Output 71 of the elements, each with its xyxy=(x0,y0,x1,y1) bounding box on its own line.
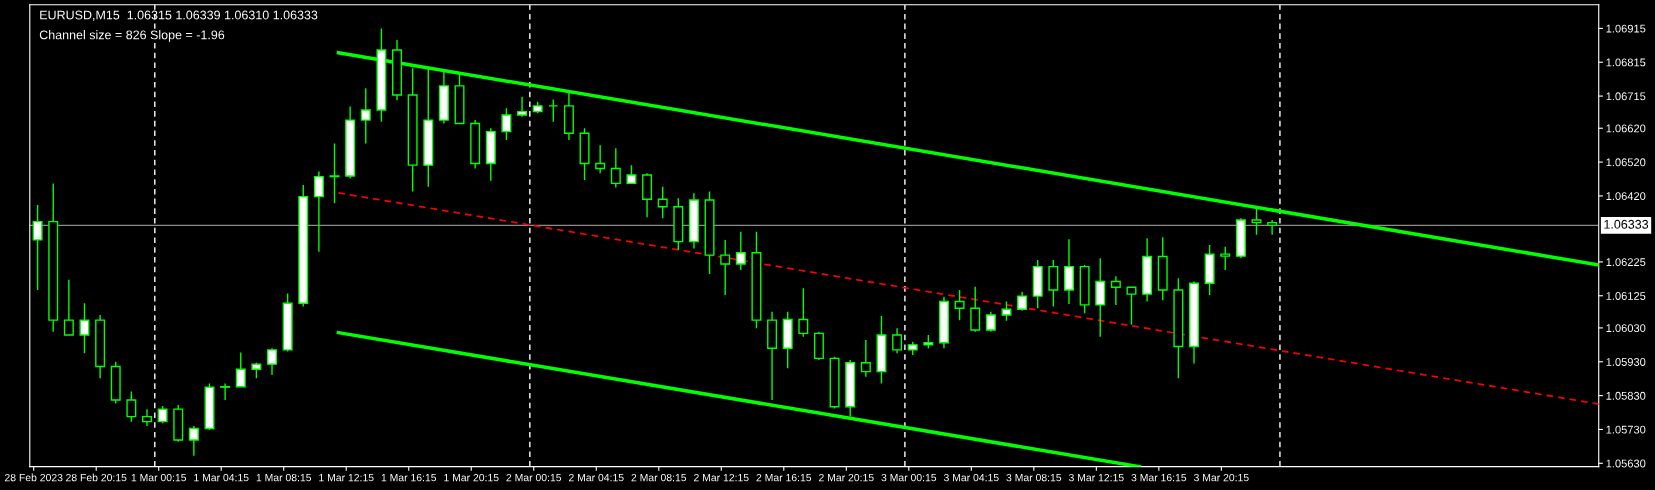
chart-title: EURUSD,M15 1.06315 1.06339 1.06310 1.06333 xyxy=(40,10,318,21)
y-tick-label: 1.06520 xyxy=(1606,158,1646,167)
x-tick-label: 1 Mar 04:15 xyxy=(194,473,249,482)
y-tick-label: 1.06620 xyxy=(1606,124,1646,133)
y-tick-label: 1.06420 xyxy=(1606,192,1646,201)
y-tick-label: 1.05730 xyxy=(1606,425,1646,434)
candlestick xyxy=(1267,219,1278,236)
x-tick-label: 28 Feb 20:15 xyxy=(66,473,127,482)
x-tick-label: 28 Feb 2023 xyxy=(4,473,63,482)
candlestick xyxy=(1063,238,1074,305)
candlestick xyxy=(63,279,74,336)
candlestick xyxy=(1126,285,1137,326)
candlestick xyxy=(188,425,199,457)
candlestick xyxy=(595,144,606,174)
candlestick xyxy=(735,231,746,271)
y-tick-label: 1.06125 xyxy=(1606,292,1646,300)
y-tick-label: 1.06030 xyxy=(1606,324,1646,333)
candlestick xyxy=(1017,291,1028,312)
x-tick-label: 1 Mar 20:15 xyxy=(444,473,499,482)
y-tick-label: 1.06225 xyxy=(1606,258,1646,267)
candlestick xyxy=(860,339,871,378)
x-tick-label: 2 Mar 04:15 xyxy=(569,473,624,482)
candlestick xyxy=(954,289,965,321)
candlestick xyxy=(32,204,43,291)
candlestick xyxy=(267,347,277,376)
candlestick xyxy=(892,327,903,354)
candlestick xyxy=(313,170,324,253)
x-tick-label: 2 Mar 12:15 xyxy=(694,473,749,482)
candlestick xyxy=(517,96,528,118)
x-tick-label: 2 Mar 20:15 xyxy=(819,473,874,482)
x-tick-label: 1 Mar 16:15 xyxy=(381,473,437,482)
candlestick xyxy=(235,351,246,388)
y-tick-label: 1.05830 xyxy=(1606,391,1646,400)
candlestick xyxy=(1220,245,1231,271)
x-tick-label: 1 Mar 12:15 xyxy=(319,473,374,482)
x-tick-label: 3 Mar 04:15 xyxy=(943,473,999,482)
y-tick-label: 1.06815 xyxy=(1606,58,1646,67)
x-tick-label: 2 Mar 00:15 xyxy=(506,473,562,482)
x-tick-label: 1 Mar 08:15 xyxy=(256,473,312,482)
candlestick xyxy=(610,147,621,189)
candlestick xyxy=(720,239,731,296)
candlestick xyxy=(1251,206,1262,236)
candlestick xyxy=(798,287,809,338)
x-tick-label: 3 Mar 16:15 xyxy=(1131,473,1187,482)
candlestick xyxy=(1095,257,1106,338)
candlestick xyxy=(220,382,231,401)
candlestick xyxy=(657,186,668,219)
ref-line-label: 1.06333 xyxy=(1604,219,1649,229)
y-tick-label: 1.05930 xyxy=(1606,358,1646,366)
y-tick-label: 1.06715 xyxy=(1606,92,1646,101)
candlestick xyxy=(970,285,981,333)
candlestick xyxy=(985,310,996,333)
candlestick xyxy=(501,107,512,141)
x-tick-label: 2 Mar 08:15 xyxy=(631,473,687,482)
candlestick xyxy=(1048,259,1059,308)
x-tick-label: 1 Mar 00:15 xyxy=(131,473,187,482)
candlestick xyxy=(141,408,152,427)
candlestick xyxy=(1110,275,1121,306)
x-tick-label: 3 Mar 00:15 xyxy=(881,473,937,482)
candlestick xyxy=(1001,300,1012,322)
text: Channel size = 826 Slope = -1.96 xyxy=(39,30,225,42)
x-tick-label: 3 Mar 20:15 xyxy=(1193,473,1249,482)
y-tick-label: 1.05630 xyxy=(1606,459,1646,468)
candlestick xyxy=(126,390,137,423)
x-tick-label: 2 Mar 16:15 xyxy=(756,473,812,482)
candlestick xyxy=(360,87,371,145)
candlestick xyxy=(79,302,90,354)
y-tick-label: 1.06915 xyxy=(1606,24,1646,33)
x-tick-label: 3 Mar 12:15 xyxy=(1068,473,1124,482)
candlestick xyxy=(329,142,340,205)
x-tick-label: 3 Mar 08:15 xyxy=(1006,473,1062,482)
